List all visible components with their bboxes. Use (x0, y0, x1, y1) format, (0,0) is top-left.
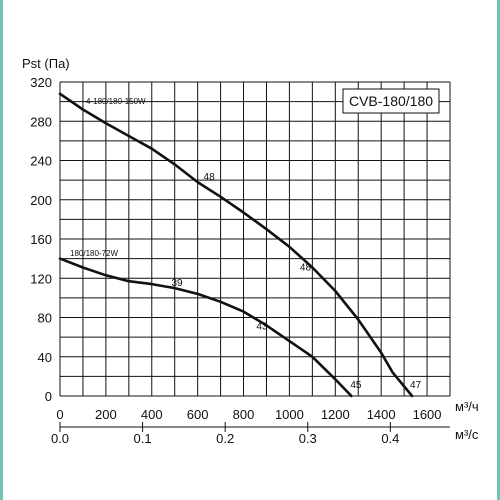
point-label: 39 (171, 278, 183, 289)
point-label: 48 (300, 262, 312, 273)
point-label: 47 (410, 380, 422, 391)
y-tick-label: 80 (38, 311, 52, 326)
x-tick-label: 0 (56, 407, 63, 422)
x-tick-label: 600 (187, 407, 209, 422)
model-title: CVB-180/180 (349, 93, 433, 109)
x2-tick-label: 0.1 (134, 431, 152, 446)
point-label: 43 (256, 321, 268, 332)
y-tick-label: 0 (45, 389, 52, 404)
series-line-1 (58, 92, 414, 398)
x-tick-label: 400 (141, 407, 163, 422)
point-label: 48 (204, 172, 216, 183)
model-box (342, 88, 440, 114)
series-label-2: 180/180-72W (70, 249, 118, 258)
point-label: 45 (350, 380, 362, 391)
x-axis-label: м³/ч (455, 399, 479, 414)
series-label-1: 4-180/180-150W (86, 97, 146, 106)
curves (58, 92, 414, 398)
grid (59, 81, 451, 432)
y-tick-label: 320 (30, 75, 52, 90)
y-tick-label: 280 (30, 114, 52, 129)
x-tick-label: 800 (233, 407, 255, 422)
tick-labels: 0 40 80 120 160 200 240 280 320 0 200 400 600 800 1000… (30, 75, 441, 446)
point-annotations: 48 48 47 39 43 45 (171, 172, 421, 391)
y-tick-label: 160 (30, 232, 52, 247)
y-tick-label: 200 (30, 193, 52, 208)
x-tick-label: 1600 (413, 407, 442, 422)
y-axis-label: Pst (Па) (22, 56, 70, 71)
x2-tick-label: 0.0 (51, 431, 69, 446)
series-line-2 (58, 257, 353, 398)
y-tick-label: 120 (30, 271, 52, 286)
x-tick-label: 1000 (275, 407, 304, 422)
x-tick-label: 1200 (321, 407, 350, 422)
x-tick-label: 1400 (367, 407, 396, 422)
x2-tick-label: 0.2 (216, 431, 234, 446)
x2-tick-label: 0.3 (299, 431, 317, 446)
x2-axis-label: м³/с (455, 427, 479, 442)
y-tick-label: 40 (38, 350, 52, 365)
x-tick-label: 200 (95, 407, 117, 422)
y-tick-label: 240 (30, 154, 52, 169)
x2-tick-label: 0.4 (381, 431, 399, 446)
